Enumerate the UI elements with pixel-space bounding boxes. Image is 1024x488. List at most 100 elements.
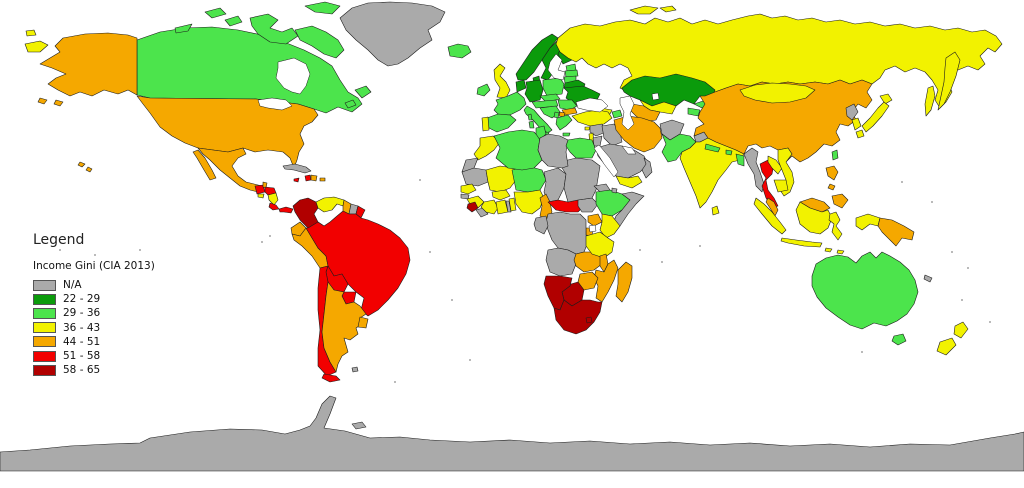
country-poland bbox=[542, 77, 565, 97]
country-togo bbox=[505, 200, 512, 213]
country-australia bbox=[811, 251, 919, 330]
country-venezuela bbox=[315, 196, 345, 213]
country-dominican-republic bbox=[310, 174, 318, 182]
nova-scotia bbox=[344, 99, 357, 109]
japan-honshu bbox=[861, 101, 890, 133]
country-nigeria bbox=[513, 189, 545, 215]
legend-entry-label: 36 - 43 bbox=[63, 321, 101, 334]
legend-swatch-36-43 bbox=[33, 322, 56, 334]
philippines-visayas bbox=[827, 183, 836, 191]
legend-entry: 36 - 43 bbox=[33, 321, 155, 335]
corsica bbox=[527, 113, 533, 121]
country-libya bbox=[537, 133, 569, 169]
country-cambodia bbox=[773, 179, 789, 193]
country-tajikistan bbox=[687, 107, 701, 117]
legend-entry-label: 29 - 36 bbox=[63, 307, 101, 320]
legend-entry: 22 - 29 bbox=[33, 292, 155, 306]
legend-entry: 58 - 65 bbox=[33, 363, 155, 377]
country-benelux bbox=[515, 79, 527, 93]
country-brazil bbox=[305, 210, 411, 317]
chukotka-wrap bbox=[25, 29, 37, 37]
legend-swatch-29-36 bbox=[33, 307, 56, 319]
aleutian-island bbox=[53, 99, 64, 107]
philippines-mindanao bbox=[831, 193, 849, 209]
country-uk bbox=[493, 63, 511, 99]
country-turkmenistan bbox=[629, 103, 661, 123]
country-el-salvador bbox=[257, 193, 265, 199]
country-zambia bbox=[573, 251, 603, 273]
canada-arctic-island bbox=[204, 7, 227, 19]
country-mauritania bbox=[461, 167, 489, 187]
legend-swatch-na bbox=[33, 279, 56, 291]
canada-arctic-island bbox=[304, 1, 341, 15]
country-vietnam bbox=[777, 147, 795, 197]
west-papua bbox=[855, 213, 881, 231]
country-south-sudan bbox=[577, 197, 599, 213]
antarctic-island bbox=[351, 421, 367, 430]
newfoundland bbox=[354, 85, 372, 99]
country-niger bbox=[511, 165, 547, 193]
country-mongolia bbox=[739, 82, 816, 104]
cyprus bbox=[584, 126, 591, 131]
country-south-korea bbox=[851, 117, 862, 131]
country-norway bbox=[515, 33, 559, 81]
legend-entry-label: 51 - 58 bbox=[63, 350, 101, 363]
country-india bbox=[679, 137, 745, 209]
canada-arctic-island bbox=[224, 15, 243, 27]
legend-entry-label: 58 - 65 bbox=[63, 364, 101, 377]
persian-gulf bbox=[621, 145, 637, 155]
nz-south-island bbox=[936, 337, 957, 356]
country-benin bbox=[508, 197, 517, 212]
nz-north-island bbox=[953, 321, 969, 339]
country-north-korea bbox=[845, 103, 859, 121]
sakhalin bbox=[924, 85, 936, 117]
country-ivory-coast bbox=[480, 199, 499, 215]
country-algeria bbox=[493, 129, 543, 171]
country-gambia bbox=[460, 193, 470, 200]
country-oman bbox=[641, 157, 653, 179]
country-dr-congo bbox=[545, 211, 589, 255]
legend-entry-label: N/A bbox=[63, 279, 82, 292]
country-madagascar bbox=[615, 261, 633, 303]
philippines-luzon bbox=[825, 165, 839, 181]
country-antarctica bbox=[0, 395, 1024, 472]
canada-arctic-island bbox=[249, 13, 299, 45]
country-mozambique bbox=[593, 259, 619, 303]
crete bbox=[562, 132, 571, 137]
country-yemen bbox=[615, 175, 643, 189]
country-djibouti bbox=[611, 187, 618, 194]
falkland-islands bbox=[351, 366, 359, 373]
legend-entry-label: 22 - 29 bbox=[63, 293, 101, 306]
legend-entry: 29 - 36 bbox=[33, 306, 155, 320]
lesser-sunda bbox=[824, 247, 833, 253]
country-cuba bbox=[282, 163, 312, 174]
country-tanzania bbox=[585, 231, 615, 259]
ocean-speckles bbox=[59, 179, 991, 383]
java bbox=[780, 237, 823, 248]
legend-swatch-51-58 bbox=[33, 350, 56, 362]
lake-victoria bbox=[588, 224, 597, 233]
country-kenya bbox=[599, 213, 621, 239]
sardinia bbox=[528, 120, 535, 129]
new-caledonia bbox=[923, 274, 933, 283]
country-panama bbox=[278, 206, 294, 214]
japan-kyushu bbox=[855, 129, 865, 139]
country-mexico bbox=[197, 147, 263, 193]
country-france bbox=[493, 91, 527, 119]
legend-entry: N/A bbox=[33, 278, 155, 292]
country-argentina bbox=[321, 281, 367, 373]
country-nicaragua bbox=[267, 192, 279, 206]
country-sierra-leone bbox=[466, 201, 479, 213]
legend-entry: 44 - 51 bbox=[33, 335, 155, 349]
country-usa bbox=[136, 95, 319, 169]
japan-hokkaido bbox=[879, 93, 893, 105]
country-haiti bbox=[304, 174, 312, 182]
country-egypt bbox=[565, 137, 597, 159]
country-senegal bbox=[460, 183, 477, 195]
country-uruguay bbox=[357, 316, 369, 329]
country-jamaica bbox=[293, 177, 300, 183]
country-costa-rica bbox=[268, 202, 280, 211]
great-lakes bbox=[257, 97, 293, 111]
hudson-bay bbox=[275, 57, 311, 95]
